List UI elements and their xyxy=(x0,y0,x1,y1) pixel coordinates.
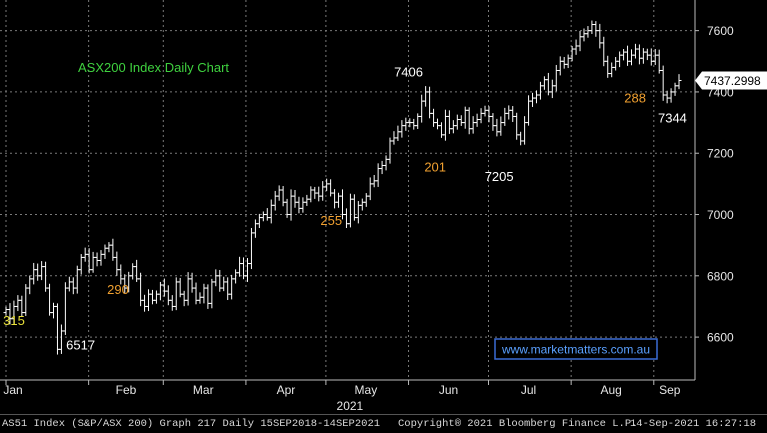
watermark-box xyxy=(494,338,658,360)
y-tick-label: 7600 xyxy=(707,24,734,38)
y-tick-label: 6800 xyxy=(707,269,734,283)
annotation-label: 255 xyxy=(320,213,342,228)
footer-copyright: Copyright® 2021 Bloomberg Finance L.P. xyxy=(398,418,638,430)
x-year-label: 2021 xyxy=(337,399,364,413)
watermark-url: www.marketmatters.com.au xyxy=(501,343,650,357)
annotation-label: 7406 xyxy=(394,65,423,80)
x-tick-label: Jan xyxy=(3,383,22,397)
annotation-label: 290 xyxy=(107,282,129,297)
last-price-label: 7437.2998 xyxy=(704,74,761,88)
x-tick-label: Sep xyxy=(659,383,681,397)
x-tick-label: May xyxy=(355,383,378,397)
footer-bar: AS51 Index (S&P/ASX 200) Graph 217 Daily… xyxy=(0,414,767,433)
y-tick-label: 7000 xyxy=(707,208,734,222)
x-tick-label: Mar xyxy=(193,383,214,397)
x-tick-label: Feb xyxy=(116,383,137,397)
y-tick-label: 6600 xyxy=(707,331,734,345)
footer-timestamp: 14-Sep-2021 16:27:18 xyxy=(630,418,757,430)
x-tick-label: Aug xyxy=(600,383,621,397)
footer-security-info: AS51 Index (S&P/ASX 200) Graph 217 Daily… xyxy=(2,418,381,430)
annotation-label: 7205 xyxy=(485,169,514,184)
chart-title: ASX200 Index Daily Chart xyxy=(78,60,229,75)
x-tick-label: Apr xyxy=(277,383,296,397)
x-tick-label: Jun xyxy=(439,383,458,397)
annotation-label: 6517 xyxy=(66,337,95,352)
annotation-label: 315 xyxy=(3,313,25,328)
annotation-label: 288 xyxy=(624,91,646,106)
last-price-tag xyxy=(695,71,767,90)
annotation-label: 7632 xyxy=(586,0,615,1)
annotation-label: 7344 xyxy=(658,111,687,126)
y-tick-label: 7200 xyxy=(707,147,734,161)
annotation-label: 201 xyxy=(424,160,446,175)
x-tick-label: Jul xyxy=(521,383,536,397)
